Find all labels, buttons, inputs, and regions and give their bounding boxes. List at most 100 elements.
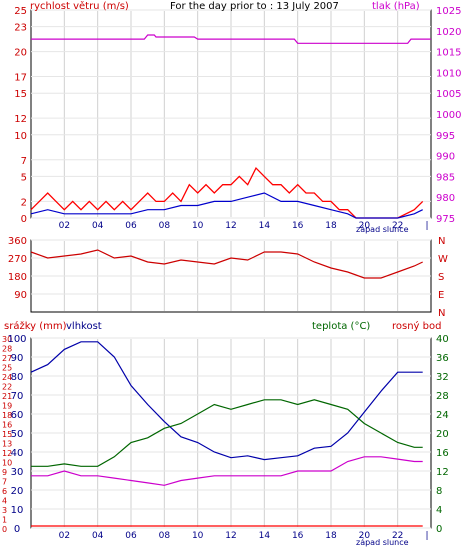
x-tick-label: 18 <box>325 531 337 541</box>
humidity-tick-label: 30 <box>11 467 24 478</box>
x-tick-label: 20 <box>359 531 371 541</box>
wind-tick-label: 0 <box>21 214 27 225</box>
pressure-tick-label: 1005 <box>436 89 461 100</box>
rain-tick-label: 7 <box>2 478 7 487</box>
temperature-tick-label: 32 <box>436 372 449 383</box>
rain-tick-label: 12 <box>2 449 12 458</box>
rain-tick-label: 18 <box>2 411 12 420</box>
wind-tick-label: 5 <box>21 172 27 183</box>
wind-panel-x-ticks: 02 04 06 08 10 12 14 16 18 20 22 | <box>59 221 429 231</box>
x-tick-label: 12 <box>225 221 236 231</box>
wind-tick-label: 2 <box>21 197 27 208</box>
humidity-tick-label: 20 <box>11 486 24 497</box>
rain-tick-label: 27 <box>2 354 12 363</box>
temperature-tick-label: 16 <box>436 448 449 459</box>
compass-tick-label: N <box>438 308 445 319</box>
rain-tick-label: 21 <box>2 392 12 401</box>
wind-tick-label: 10 <box>14 131 27 142</box>
pressure-tick-label: 1010 <box>436 68 461 79</box>
humidity-tick-label: 40 <box>11 448 24 459</box>
wind-tick-label: 7 <box>21 156 27 167</box>
temperature-tick-label: 12 <box>436 467 449 478</box>
rain-tick-label: 6 <box>2 487 7 496</box>
x-tick-label: 20 <box>359 221 371 231</box>
direction-tick-label: 360 <box>8 236 27 247</box>
direction-series <box>30 249 423 279</box>
temperature-tick-label: 0 <box>436 524 442 535</box>
temperature-tick-label: 28 <box>436 391 449 402</box>
rain-tick-label: 3 <box>2 506 7 515</box>
direction-tick-label: 180 <box>8 272 27 283</box>
humidity-tick-label: 10 <box>11 505 24 516</box>
x-tick-label: 14 <box>259 221 271 231</box>
rain-tick-label: 4 <box>2 497 7 506</box>
x-tick-label: 02 <box>59 221 70 231</box>
pressure-tick-label: 980 <box>436 193 455 204</box>
pressure-tick-label: 985 <box>436 172 455 183</box>
humidity-tick-label: 100 <box>7 334 26 345</box>
x-tick-label: 04 <box>92 221 104 231</box>
compass-tick-label: W <box>438 254 448 265</box>
temperature-tick-label: 8 <box>436 486 442 497</box>
x-tick-label: 06 <box>125 221 137 231</box>
rain-axis-label: srážky (mm) <box>4 320 67 332</box>
sunset-label-top: západ slunce <box>356 225 409 234</box>
x-tick-label: 02 <box>59 531 70 541</box>
rain-tick-label: 15 <box>2 430 12 439</box>
x-tick-label: 06 <box>125 531 137 541</box>
wind-axis-label: rychlost větru (m/s) <box>30 0 129 12</box>
rain-tick-label: 28 <box>2 345 12 354</box>
x-tick-label: 04 <box>92 531 104 541</box>
wind-tick-label: 20 <box>14 48 27 59</box>
pressure-axis-ticks: 975 980 985 990 995 1000 1005 1010 1015 1020 1025 <box>436 6 461 225</box>
dew-point-axis-label: rosný bod <box>392 320 441 332</box>
rain-tick-label: 16 <box>2 421 12 430</box>
compass-tick-label: E <box>438 290 444 301</box>
x-tick-label: 08 <box>159 221 171 231</box>
wind-panel-series <box>30 34 431 219</box>
pressure-tick-label: 975 <box>436 214 455 225</box>
x-tick-label: | <box>425 221 428 231</box>
temperature-axis-ticks: 0 4 8 12 16 20 24 28 32 36 40 <box>436 334 449 535</box>
humidity-axis-label: vlhkost <box>66 321 102 332</box>
series-rosný bod <box>31 456 423 486</box>
rain-tick-label: 13 <box>2 440 12 449</box>
temperature-tick-label: 24 <box>436 410 449 421</box>
x-tick-label: 18 <box>325 221 337 231</box>
x-tick-label: 14 <box>259 531 271 541</box>
rain-tick-label: 19 <box>2 402 12 411</box>
pressure-tick-label: 1000 <box>436 110 461 121</box>
wind-tick-label: 15 <box>14 89 27 100</box>
direction-tick-label: 270 <box>8 254 27 265</box>
humidity-axis-ticks: 0 10 20 30 40 50 60 70 80 90 100 <box>7 334 431 535</box>
pressure-tick-label: 1015 <box>436 48 461 59</box>
humidity-tick-label: 50 <box>11 429 24 440</box>
humidity-tick-label: 80 <box>11 372 24 383</box>
temperature-tick-label: 4 <box>436 505 442 516</box>
pressure-tick-label: 1025 <box>436 6 461 17</box>
rain-tick-label: 0 <box>2 525 7 534</box>
series-direction <box>30 249 423 279</box>
temperature-tick-label: 40 <box>436 334 449 345</box>
temperature-axis-label: teplota (°C) <box>312 321 370 332</box>
humidity-tick-label: 70 <box>11 391 24 402</box>
rain-tick-label: 25 <box>2 364 12 373</box>
direction-tick-label: 90 <box>14 290 27 301</box>
rain-tick-label: 1 <box>2 516 7 525</box>
x-tick-label: 16 <box>292 221 304 231</box>
humidity-tick-label: 90 <box>11 353 24 364</box>
rain-tick-label: 9 <box>2 468 7 477</box>
x-tick-label: 22 <box>392 531 403 541</box>
sunset-label-bottom: západ slunce <box>356 538 409 547</box>
compass-tick-label: S <box>438 272 444 283</box>
wind-tick-label: 17 <box>14 73 27 84</box>
wind-tick-label: 25 <box>14 6 27 17</box>
series-pressure <box>31 34 431 44</box>
wind-tick-label: 23 <box>14 23 27 34</box>
compass-tick-label: N <box>438 236 445 247</box>
temperature-tick-label: 36 <box>436 353 449 364</box>
